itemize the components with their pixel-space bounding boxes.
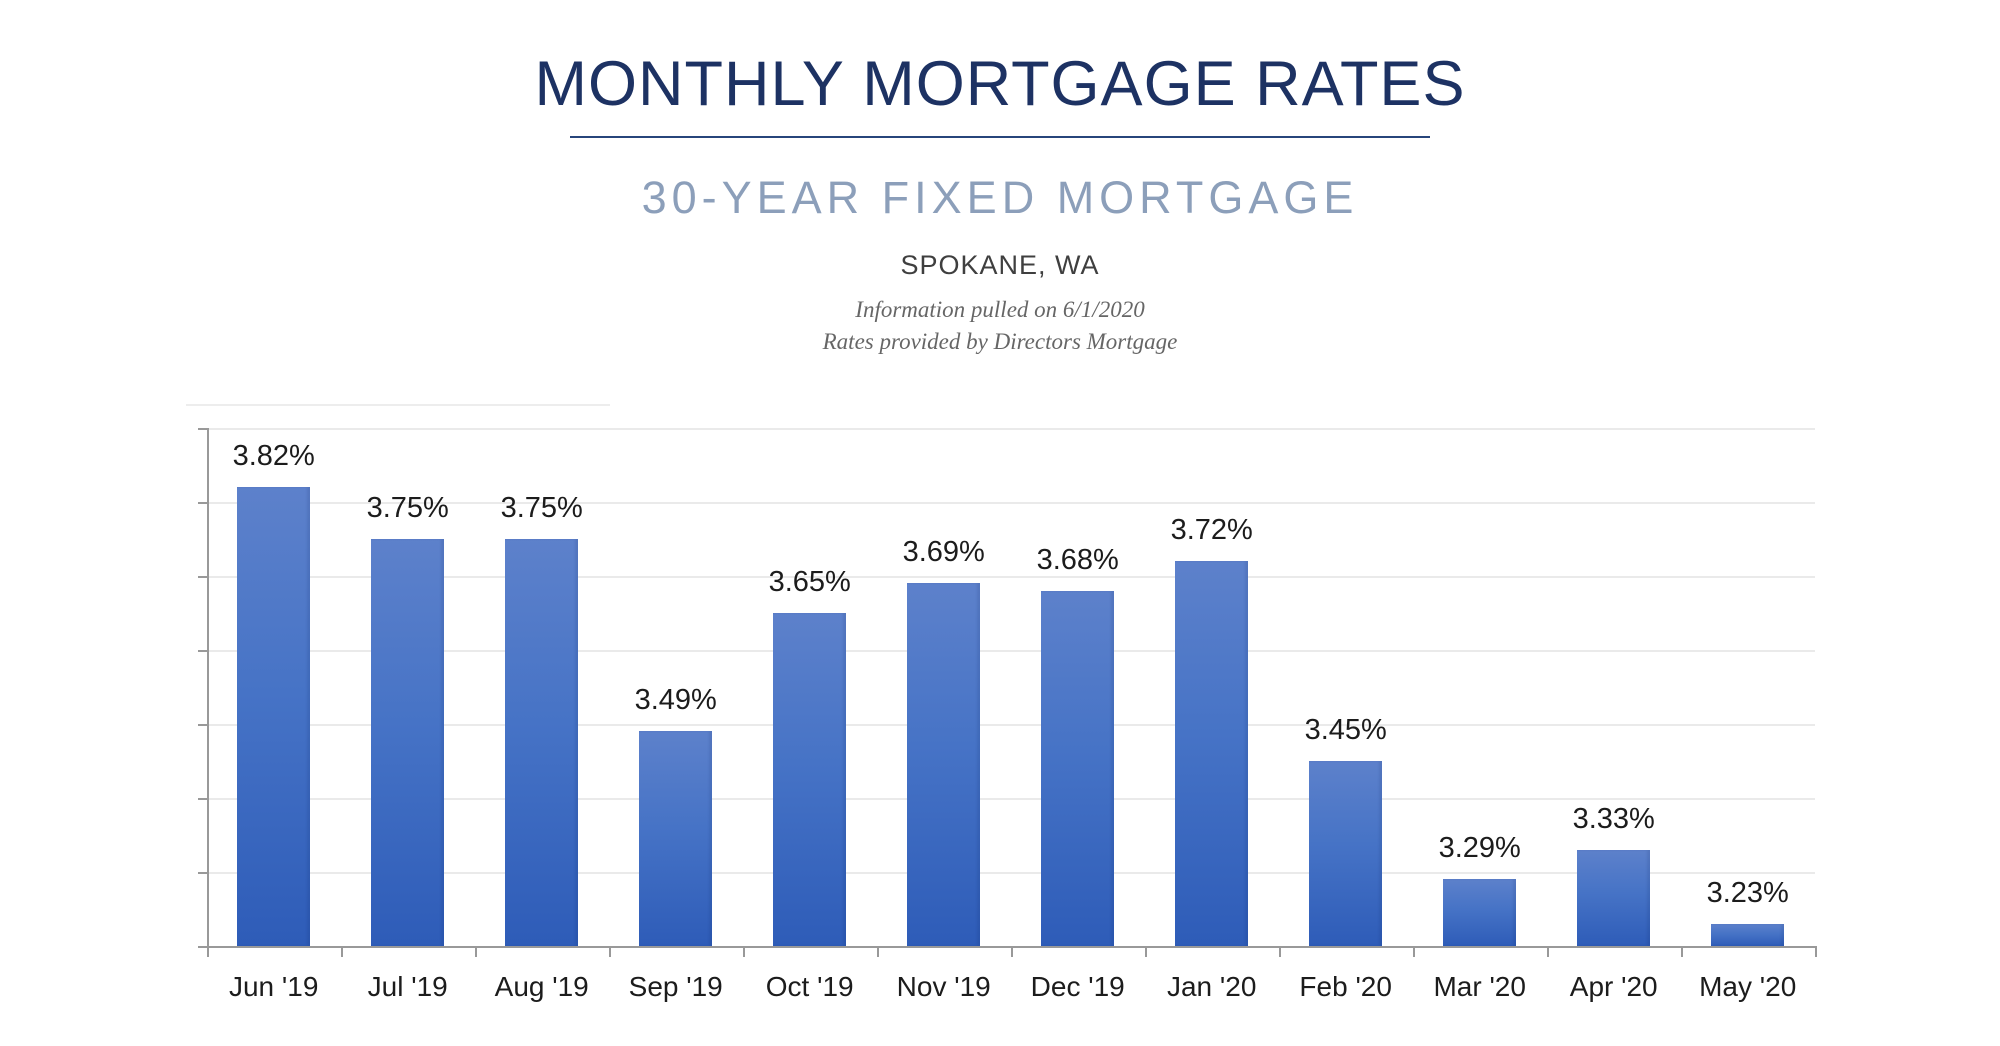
bar-value-label: 3.49%: [634, 684, 717, 717]
title-underline: [570, 136, 1430, 138]
bar-value-label: 3.82%: [232, 439, 315, 472]
bar-value-label: 3.65%: [768, 565, 851, 598]
bar: [1309, 760, 1383, 946]
bar: [1175, 560, 1249, 946]
x-axis-tick: [608, 946, 611, 957]
bar-value-label: 3.45%: [1304, 713, 1387, 746]
location-label: SPOKANE, WA: [900, 250, 1100, 280]
info-pulled-note: Information pulled on 6/1/2020: [855, 297, 1145, 322]
gridline: [206, 649, 1815, 652]
x-axis-tick: [206, 946, 209, 957]
x-axis-label: Feb '20: [1299, 971, 1392, 1002]
y-axis-line: [206, 427, 209, 948]
bar: [505, 538, 579, 946]
bar: [237, 486, 311, 946]
gridline: [206, 871, 1815, 874]
x-axis-label: Jun '19: [228, 971, 319, 1002]
y-axis-tick: [197, 723, 207, 726]
x-axis-tick: [1546, 946, 1549, 957]
x-axis-label: May '20: [1699, 971, 1797, 1002]
x-axis-label: Sep '19: [628, 971, 723, 1002]
gridline: [206, 797, 1815, 800]
gridline: [206, 575, 1815, 578]
bar: [1577, 849, 1651, 946]
x-axis-label: Oct '19: [765, 971, 854, 1002]
gridline: [206, 501, 1815, 504]
x-axis-label: Dec '19: [1030, 971, 1125, 1002]
x-axis-tick: [876, 946, 879, 957]
page-subtitle: 30-YEAR FIXED MORTGAGE: [641, 172, 1359, 223]
x-axis-label: Mar '20: [1433, 971, 1526, 1002]
x-axis-label: Apr '20: [1569, 971, 1658, 1002]
y-axis-tick: [197, 575, 207, 578]
bar: [639, 731, 713, 946]
x-axis-label: Jan '20: [1166, 971, 1257, 1002]
x-axis-tick: [1814, 946, 1817, 957]
bar-value-label: 3.75%: [366, 491, 449, 524]
bar-value-label: 3.29%: [1438, 832, 1521, 865]
bar-value-label: 3.68%: [1036, 543, 1119, 576]
x-axis-tick: [742, 946, 745, 957]
y-axis-tick: [197, 946, 207, 948]
y-axis-tick: [197, 501, 207, 504]
page-title: MONTHLY MORTGAGE RATES: [534, 49, 1466, 119]
bar-value-label: 3.75%: [500, 491, 583, 524]
bar-value-label: 3.69%: [902, 536, 985, 568]
y-axis-tick: [197, 797, 207, 800]
bar: [371, 538, 445, 946]
x-axis-tick: [1680, 946, 1683, 957]
y-axis-tick: [197, 871, 207, 874]
y-axis-tick: [197, 427, 207, 430]
y-axis-tick: [197, 649, 207, 652]
gridline: [206, 427, 1815, 430]
x-axis-tick: [1010, 946, 1013, 957]
gridline: [206, 723, 1815, 726]
x-axis-label: Aug '19: [494, 971, 589, 1002]
x-axis-tick: [1278, 946, 1281, 957]
bar: [1443, 879, 1517, 946]
bar-value-label: 3.72%: [1170, 513, 1253, 546]
bar: [1041, 590, 1115, 946]
x-axis-tick: [340, 946, 343, 957]
x-axis-label: Nov '19: [896, 971, 991, 1002]
rates-provider-note: Rates provided by Directors Mortgage: [822, 329, 1178, 354]
faint-gridline-fragment: [186, 404, 610, 406]
x-axis-tick: [474, 946, 477, 957]
x-axis-label: Jul '19: [367, 971, 448, 1002]
x-axis-tick: [1144, 946, 1147, 957]
x-axis-tick: [1412, 946, 1415, 957]
bar: [1711, 923, 1785, 946]
bar-value-label: 3.23%: [1706, 876, 1789, 909]
bar: [773, 612, 847, 946]
bar-value-label: 3.33%: [1572, 802, 1655, 835]
bar: [907, 583, 981, 946]
